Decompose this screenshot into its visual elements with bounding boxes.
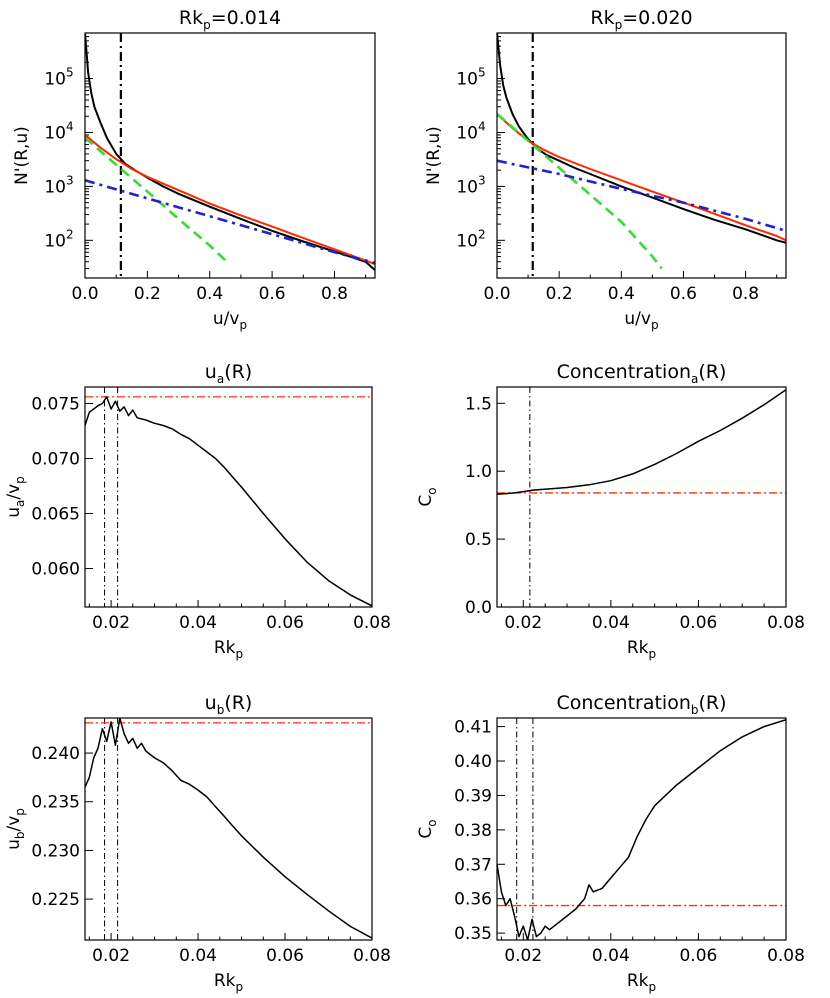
y-tick-label: 104 (456, 119, 485, 143)
series-line-4 (497, 159, 786, 233)
y-tick-label: 104 (44, 119, 73, 143)
y-tick-label: 0.40 (454, 752, 492, 772)
y-tick-label: 102 (44, 227, 73, 251)
x-axis-label: Rkp (627, 971, 656, 994)
x-tick-label: 0.0 (483, 284, 510, 304)
y-tick-label: 1.0 (465, 462, 492, 482)
x-tick-label: 0.4 (608, 284, 635, 304)
chart-title: Rkp=0.014 (179, 7, 281, 32)
plot-frame (84, 386, 373, 608)
x-tick-label: 0.8 (732, 284, 759, 304)
y-axis-label: ub/vp (4, 808, 27, 850)
x-tick-label: 0.02 (92, 946, 130, 966)
series-line-3 (85, 136, 228, 263)
y-axis-label: N'(R,u) (12, 126, 32, 185)
x-axis-label: u/vp (213, 309, 247, 332)
x-tick-label: 0.02 (92, 613, 130, 633)
series-line-1 (497, 389, 786, 496)
y-tick-label: 105 (456, 66, 485, 90)
y-tick-label: 0.37 (454, 855, 492, 875)
chart-title: ua(R) (205, 361, 252, 386)
x-tick-label: 0.06 (266, 613, 304, 633)
x-axis-label: Rkp (214, 971, 243, 994)
plot-frame (496, 32, 787, 279)
y-axis-label: Co (416, 819, 439, 838)
x-tick-label: 0.02 (504, 946, 542, 966)
y-tick-label: 0.230 (31, 841, 80, 861)
y-tick-label: 0.240 (31, 744, 80, 764)
series-line-3 (497, 113, 663, 270)
x-tick-label: 0.6 (670, 284, 697, 304)
y-tick-label: 0.075 (31, 395, 80, 415)
y-tick-label: 0.070 (31, 450, 80, 470)
y-tick-label: 0.36 (454, 890, 492, 910)
y-tick-label: 0.225 (31, 890, 80, 910)
chart-title: Rkp=0.020 (590, 7, 692, 32)
x-tick-label: 0.04 (592, 946, 630, 966)
x-tick-label: 0.08 (353, 946, 391, 966)
x-tick-label: 0.06 (266, 946, 304, 966)
y-tick-label: 105 (44, 66, 73, 90)
chart-panel-3: ua(R) 0.02 0.04 0.06 0.08 0.060 0.065 0.070 0.07… (4, 361, 391, 661)
chart-title: ub(R) (205, 692, 253, 717)
x-tick-label: 0.0 (71, 284, 98, 304)
y-tick-label: 103 (456, 173, 485, 197)
x-tick-label: 0.08 (353, 613, 391, 633)
x-tick-label: 0.04 (179, 946, 217, 966)
y-axis-label: Co (416, 487, 439, 506)
x-tick-label: 0.06 (679, 946, 717, 966)
chart-title: Concentrationa(R) (557, 361, 727, 386)
y-tick-label: 1.5 (465, 394, 492, 414)
y-tick-label: 0.235 (31, 793, 80, 813)
y-tick-label: 0.0 (465, 598, 492, 618)
chart-panel-2: Rkp=0.020 0.0 0.2 0.4 0.6 0.8 102 103 104 105 u/vp… (424, 7, 787, 332)
x-tick-label: 0.4 (196, 284, 223, 304)
x-tick-label: 0.2 (134, 284, 161, 304)
y-tick-label: 0.39 (454, 786, 492, 806)
y-tick-label: 0.065 (31, 505, 80, 525)
x-axis-label: Rkp (214, 638, 243, 661)
y-axis-label: N'(R,u) (424, 126, 444, 185)
y-tick-label: 0.38 (454, 821, 492, 841)
x-tick-label: 0.2 (546, 284, 573, 304)
x-tick-label: 0.08 (767, 613, 805, 633)
chart-panel-4: Concentrationa(R) 0.02 0.04 0.06 0.08 0.0 0.5 1… (416, 361, 805, 661)
y-axis-label: ua/vp (4, 476, 27, 518)
series-line-1 (497, 718, 786, 940)
y-tick-label: 103 (44, 173, 73, 197)
plot-frame (84, 32, 376, 279)
x-tick-label: 0.8 (321, 284, 348, 304)
x-tick-label: 0.04 (179, 613, 217, 633)
series-line-1 (497, 33, 786, 244)
y-tick-label: 0.35 (454, 924, 492, 944)
x-tick-label: 0.02 (504, 613, 542, 633)
chart-title: Concentrationb(R) (556, 692, 726, 717)
series-line-2 (85, 134, 375, 266)
series-line-1 (85, 718, 372, 939)
x-axis-label: u/vp (624, 309, 658, 332)
series-line-4 (85, 179, 375, 265)
series-line-1 (85, 33, 375, 271)
series-line-2 (497, 113, 786, 242)
y-tick-label: 0.060 (31, 560, 80, 580)
y-tick-label: 0.41 (454, 718, 492, 738)
x-tick-label: 0.08 (767, 946, 805, 966)
chart-panel-5: ub(R) 0.02 0.04 0.06 0.08 0.225 0.230 0.235 0.24… (4, 692, 391, 994)
plot-frame (496, 386, 787, 608)
plot-frame (496, 717, 787, 941)
x-tick-label: 0.06 (679, 613, 717, 633)
y-tick-label: 0.5 (465, 530, 492, 550)
x-axis-label: Rkp (627, 638, 656, 661)
series-line-1 (85, 396, 372, 607)
x-tick-label: 0.04 (592, 613, 630, 633)
chart-panel-6: Concentrationb(R) 0.02 0.04 0.06 0.08 0.35 0.3… (416, 692, 805, 994)
x-tick-label: 0.6 (259, 284, 286, 304)
chart-panel-1: Rkp=0.014 0.0 0.2 0.4 0.6 0.8 102 103 104 105 u/vp… (12, 7, 376, 332)
y-tick-label: 102 (456, 227, 485, 251)
plot-frame (84, 717, 373, 941)
